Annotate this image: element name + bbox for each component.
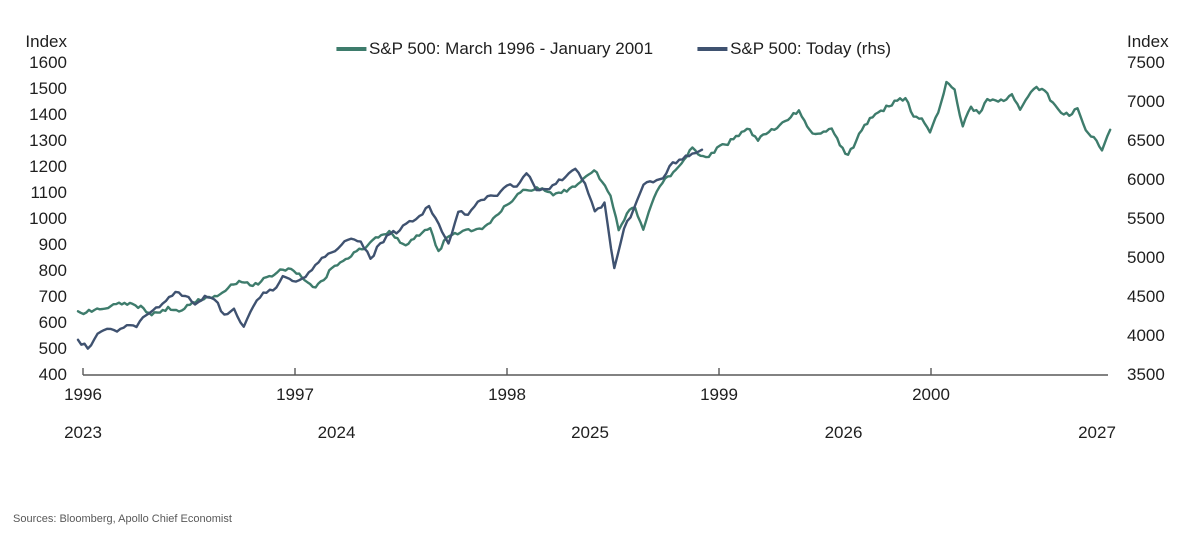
x-axis-year-label-bottom: 2026 [824, 423, 863, 442]
left-axis-tick-label: 900 [38, 235, 67, 254]
x-axis-year-label-top: 2000 [912, 385, 950, 404]
right-axis-tick-label: 4500 [1127, 287, 1165, 306]
right-axis-title: Index [1127, 32, 1169, 51]
left-axis-tick-label: 800 [38, 261, 67, 280]
right-axis-tick-label: 7000 [1127, 92, 1165, 111]
chart-legend: S&P 500: March 1996 - January 2001 S&P 5… [335, 39, 891, 59]
right-axis-tick-label: 5500 [1127, 209, 1165, 228]
legend-label-1996-2001: S&P 500: March 1996 - January 2001 [368, 39, 654, 58]
left-axis-tick-label: 700 [38, 287, 67, 306]
left-axis-tick-label: 600 [38, 313, 67, 332]
x-axis-year-label-bottom: 2023 [64, 423, 102, 442]
left-axis-tick-label: 1000 [29, 209, 67, 228]
left-axis-tick-label: 1300 [29, 131, 67, 150]
x-axis-year-label-bottom: 2025 [571, 423, 609, 442]
source-note: Sources: Bloomberg, Apollo Chief Economi… [13, 513, 232, 525]
right-axis-tick-label: 6000 [1127, 170, 1165, 189]
right-axis-tick-label: 7500 [1127, 53, 1165, 72]
left-axis-tick-label: 1600 [29, 53, 67, 72]
x-axis-year-label-top: 1996 [64, 385, 102, 404]
x-axis-year-label-bottom: 2024 [317, 423, 356, 442]
right-axis-tick-label: 5000 [1127, 248, 1165, 267]
left-axis-tick-label: 1200 [29, 157, 67, 176]
left-axis-tick-label: 1400 [29, 105, 67, 124]
series-line-today [76, 148, 704, 350]
x-axis-year-label-top: 1999 [700, 385, 738, 404]
right-axis-tick-label: 3500 [1127, 365, 1165, 384]
legend-item-today: S&P 500: Today (rhs) [697, 39, 891, 59]
legend-label-today: S&P 500: Today (rhs) [730, 39, 892, 58]
x-axis-year-label-top: 1997 [276, 385, 314, 404]
legend-item-1996-2001: S&P 500: March 1996 - January 2001 [335, 39, 654, 59]
left-axis-tick-label: 400 [38, 365, 67, 384]
left-axis-tick-label: 500 [38, 339, 67, 358]
left-axis-tick-label: 1500 [29, 79, 67, 98]
right-axis-tick-label: 6500 [1127, 131, 1165, 150]
right-axis-tick-label: 4000 [1127, 326, 1165, 345]
x-axis-year-label-top: 1998 [488, 385, 526, 404]
x-axis-year-label-bottom: 2027 [1078, 423, 1116, 442]
left-axis-tick-label: 1100 [30, 183, 67, 202]
left-axis-title: Index [25, 32, 67, 51]
legend-line-swatch-green [335, 47, 366, 51]
series-line-1996-2001 [76, 80, 1112, 317]
legend-line-swatch-navy [697, 47, 728, 51]
